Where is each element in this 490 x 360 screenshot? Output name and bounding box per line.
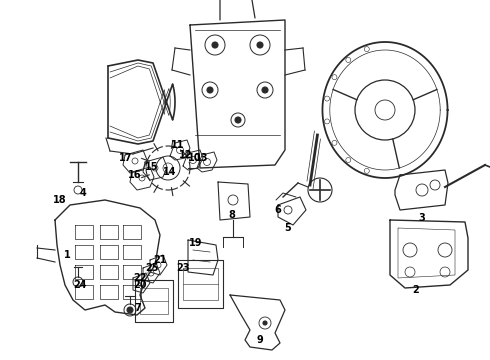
Text: 9: 9 <box>257 335 264 345</box>
Text: 15: 15 <box>145 162 159 172</box>
Text: 17: 17 <box>119 153 133 163</box>
Text: 22: 22 <box>133 273 147 283</box>
Text: 14: 14 <box>163 167 177 177</box>
Text: 5: 5 <box>285 223 292 233</box>
Text: 25: 25 <box>145 263 159 273</box>
Text: 23: 23 <box>176 263 190 273</box>
Text: 19: 19 <box>189 238 203 248</box>
Text: 12: 12 <box>179 150 193 160</box>
Text: 3: 3 <box>418 213 425 223</box>
Text: 21: 21 <box>153 255 167 265</box>
Text: 1: 1 <box>64 250 71 260</box>
Circle shape <box>127 307 133 313</box>
Circle shape <box>263 321 267 325</box>
Circle shape <box>262 87 268 93</box>
Text: 2: 2 <box>413 285 419 295</box>
Text: 18: 18 <box>53 195 67 205</box>
Text: 13: 13 <box>195 153 209 163</box>
Text: 6: 6 <box>274 205 281 215</box>
Text: 10: 10 <box>188 153 202 163</box>
Text: 16: 16 <box>128 170 142 180</box>
Circle shape <box>235 117 241 123</box>
Text: 7: 7 <box>135 303 142 313</box>
Circle shape <box>257 42 263 48</box>
Text: 4: 4 <box>80 188 86 198</box>
Text: 24: 24 <box>73 280 87 290</box>
Text: 8: 8 <box>228 210 235 220</box>
Circle shape <box>207 87 213 93</box>
Text: 20: 20 <box>133 280 147 290</box>
Circle shape <box>212 42 218 48</box>
Text: 11: 11 <box>171 140 185 150</box>
